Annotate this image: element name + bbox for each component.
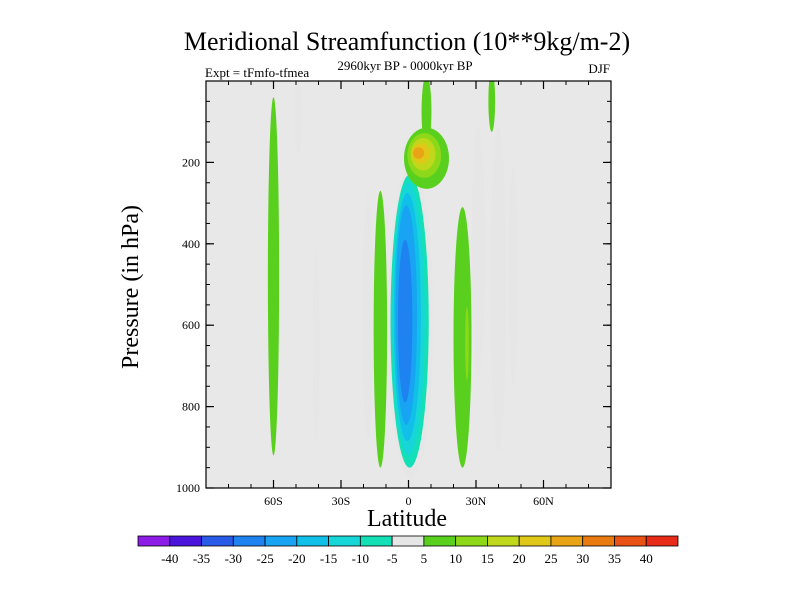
y-tick-label: 600 — [182, 318, 200, 332]
colorbar-swatch — [550, 535, 584, 547]
contour-band-30n-positive — [453, 207, 472, 468]
contour-band-60s-positive — [267, 97, 280, 456]
colorbar-swatch — [487, 535, 520, 547]
x-tick-label: 30N — [466, 494, 487, 508]
contour-band-13s-positive — [373, 190, 388, 468]
y-tick-label: 1000 — [176, 481, 200, 495]
colorbar-label: 40 — [640, 551, 653, 566]
x-tick-label: 30S — [332, 494, 351, 508]
colorbar-label: -5 — [387, 551, 398, 566]
colorbar-label: -30 — [225, 551, 242, 566]
colorbar-label: -15 — [320, 551, 337, 566]
colorbar-swatch — [455, 535, 488, 547]
subtitle-right: DJF — [588, 61, 610, 76]
colorbar-swatch — [328, 535, 361, 547]
colorbar: -40 -35 -30 -25 -20 -15 -10 -5 5 10 15 20 25 30 35 40 — [137, 535, 679, 566]
contour-band-40s-negative — [312, 249, 320, 442]
chart-title: Meridional Streamfunction (10**9kg/m-2) — [184, 27, 630, 56]
colorbar-swatch — [423, 535, 457, 547]
colorbar-label: -35 — [193, 551, 210, 566]
colorbar-swatch — [169, 535, 202, 547]
colorbar-label: 25 — [544, 551, 557, 566]
contour-upper-cell-25 — [413, 147, 425, 159]
contour-fills — [267, 81, 518, 480]
x-axis-label: Latitude — [367, 506, 447, 532]
colorbar-label: 20 — [513, 551, 526, 566]
contour-band-45n-negative — [508, 166, 518, 387]
contour-band-20s-negative — [362, 194, 374, 440]
x-tick-label: 60N — [533, 494, 554, 508]
colorbar-swatch — [264, 535, 298, 547]
colorbar-label: 30 — [576, 551, 589, 566]
colorbar-label: -20 — [288, 551, 305, 566]
colorbar-swatch — [391, 535, 425, 547]
colorbar-swatch — [232, 535, 266, 547]
colorbar-swatch — [614, 535, 647, 547]
colorbar-label: -40 — [161, 551, 178, 566]
colorbar-swatch — [645, 535, 679, 547]
colorbar-swatch — [359, 535, 393, 547]
colorbar-swatch — [582, 535, 615, 547]
colorbar-label: 35 — [608, 551, 621, 566]
contour-band-40n-negative — [490, 125, 507, 452]
colorbar-label: 5 — [421, 551, 428, 566]
colorbar-label: -25 — [256, 551, 273, 566]
y-tick-label: 800 — [182, 400, 200, 414]
colorbar-swatch — [518, 535, 552, 547]
axis-ticks: 60S 30S 0 30N 60N 200 400 600 800 1000 — [176, 81, 611, 508]
subtitle-left: Expt = tFmfo-tfmea — [205, 65, 309, 80]
colorbar-swatch — [137, 535, 171, 547]
contour-band-30n-inner — [465, 306, 469, 381]
contour-band-37n-negative — [471, 125, 485, 379]
y-tick-label: 400 — [182, 237, 200, 251]
subtitle-center: 2960kyr BP - 0000kyr BP — [337, 58, 472, 73]
x-tick-label: 0 — [406, 494, 412, 508]
colorbar-label: 10 — [449, 551, 462, 566]
y-axis-label: Pressure (in hPa) — [118, 205, 144, 369]
colorbar-label: 15 — [481, 551, 494, 566]
contour-top-37n-positive — [488, 81, 496, 132]
contour-band-48s-negative-upper — [293, 83, 303, 153]
colorbar-swatch — [201, 535, 234, 547]
x-tick-label: 60S — [264, 494, 283, 508]
contour-core-30 — [397, 239, 413, 403]
colorbar-label: -10 — [352, 551, 369, 566]
y-tick-label: 200 — [182, 155, 200, 169]
colorbar-swatch — [296, 535, 329, 547]
